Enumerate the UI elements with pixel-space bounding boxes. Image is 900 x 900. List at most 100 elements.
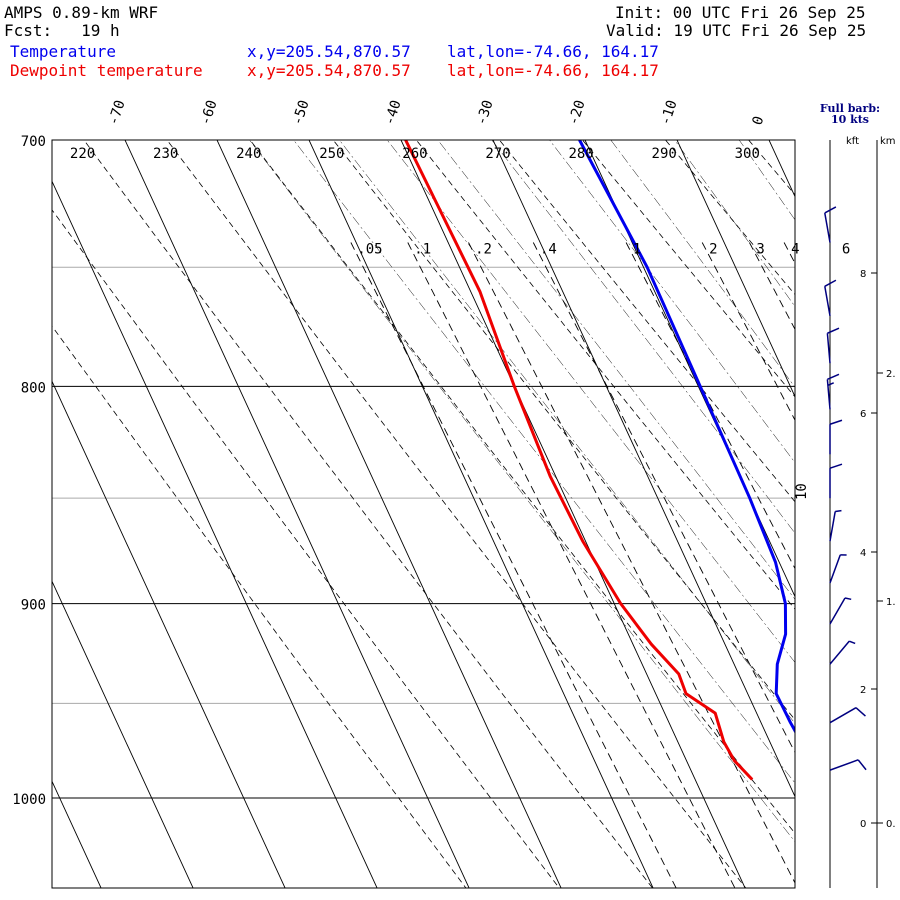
theta-label: 250 [319,146,344,162]
dry-adiabat [581,140,795,398]
isotherm-label: -50 [290,98,313,127]
barb-feather [827,327,840,334]
isotherm-label: -70 [106,98,129,127]
km-tick-label: 2. [886,369,896,380]
moist-adiabat [437,140,795,600]
isotherm-label: -60 [198,98,221,127]
isotherm [492,140,795,798]
wind-barb [824,279,837,316]
barb-feather [844,597,852,601]
barb-feather [827,373,840,381]
theta-label: 260 [402,146,427,162]
mixing-ratio-label: .2 [475,241,492,257]
barb-feather [827,382,835,387]
barb-staff [829,554,841,584]
isotherm [124,140,470,888]
isotherm [52,780,102,888]
dry-adiabat [249,140,795,834]
mixing-ratio-label: 1 [633,241,641,257]
theta-label: 290 [652,146,677,162]
kft-tick-label: 8 [860,269,866,280]
barb-feather [835,509,842,513]
isotherm [400,140,746,888]
kft-tick-label: 4 [860,548,866,559]
barb-staff [829,511,836,542]
barb-staff [824,286,831,316]
wind-barb [829,597,852,625]
kft-tick-label: 0 [860,819,866,830]
isotherm [216,140,562,888]
legend-dewpoint-name: Dewpoint temperature [10,61,203,80]
km-tick-label: 0. [886,819,896,830]
wind-barb [829,463,843,499]
theta-label: 270 [485,146,510,162]
km-tick-label: 1. [886,597,896,608]
wind-barb [829,707,866,724]
profiles [404,140,795,781]
isotherm [52,180,378,888]
mixing-ratio-line [407,242,736,888]
dry-adiabat [52,325,467,888]
dry-adiabat [498,140,795,503]
pressure-tick-label: 700 [21,134,46,150]
mixing-ratio-line [532,242,795,754]
full-barb-note-line1: Full barb: [819,102,881,115]
mixing-ratio-label: 3 [756,241,764,257]
theta-label: 300 [735,146,760,162]
barb-staff [829,597,846,625]
full-barb-note: Full barb: 10 kts [808,103,892,125]
barb-feather [857,759,867,771]
model-title: AMPS 0.89-km WRF [4,3,159,22]
isotherm-label: -10 [658,98,681,127]
mixing-ratio-label: .4 [540,241,557,257]
barb-staff [829,640,850,665]
isotherm-label: -30 [474,98,497,127]
isotherm [308,140,654,888]
legend-dewpoint-latlon: lat,lon=-74.66, 164.17 [447,61,659,80]
barb-staff [826,333,831,364]
kft-label: kft [846,136,859,147]
dry-adiabat [664,140,795,296]
theta-label: 230 [153,146,178,162]
background-lines [52,87,900,900]
barb-feather [829,463,843,469]
barb-feather [829,419,843,425]
pressure-tick-label: 1000 [12,792,46,808]
barb-feather [855,707,866,717]
theta-label: 220 [70,146,95,162]
plot-frame [51,139,796,889]
dry-adiabat [868,87,900,900]
mixing-ratio-label: 6 [842,241,850,257]
moist-adiabat [830,87,900,900]
barb-staff [829,759,859,771]
mixing-ratio-line [783,242,795,265]
wind-barb [829,509,842,542]
valid-time: Valid: 19 UTC Fri 26 Sep 25 [606,21,867,40]
pressure-tick-label: 900 [21,598,46,614]
wind-barb [829,419,843,455]
wind-barb [829,759,867,771]
init-time: Init: 00 UTC Fri 26 Sep 25 [615,3,866,22]
isotherm-label: 0 [750,114,768,127]
isotherm-label: -20 [566,98,589,127]
dry-adiabat [83,140,654,888]
mixing-ratio-label: 2 [709,241,717,257]
wind-barbs: 10 [794,140,867,888]
mixing-ratio-line [350,242,677,888]
dry-adiabat [166,140,747,888]
legend-temperature-xy: x,y=205.54,870.57 [247,42,411,61]
wind-barb [826,327,840,364]
moist-adiabat [889,87,900,900]
full-barb-note-line2: 10 kts [830,113,870,126]
moist-adiabat [293,140,795,784]
legend-temperature-name: Temperature [10,42,116,61]
dry-adiabat [52,209,560,888]
barb-staff [824,212,831,243]
isotherm-label: -40 [382,98,405,127]
legend-dewpoint-xy: x,y=205.54,870.57 [247,61,411,80]
isotherm [584,140,795,598]
wind-barb [826,373,840,410]
isotherm [836,87,900,900]
barb-staff [826,379,831,410]
